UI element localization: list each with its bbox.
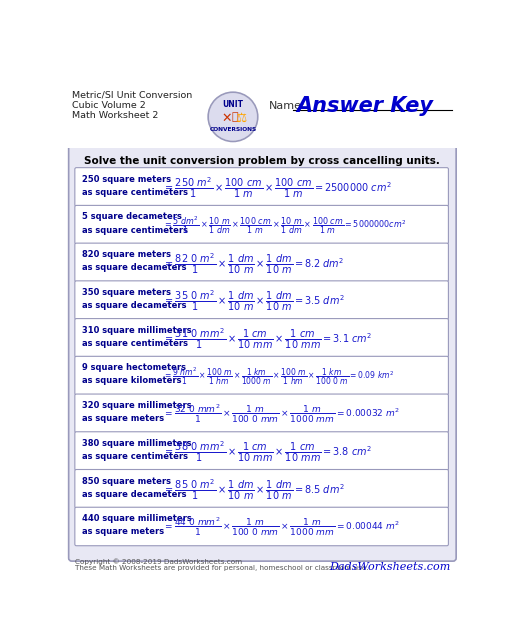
FancyBboxPatch shape — [64, 77, 461, 148]
FancyBboxPatch shape — [75, 432, 449, 470]
Text: Name:: Name: — [269, 101, 306, 111]
Text: $= \dfrac{250\ m^2}{1} \times \dfrac{100\ cm}{1\ m} \times \dfrac{100\ cm}{1\ m}: $= \dfrac{250\ m^2}{1} \times \dfrac{100… — [163, 175, 392, 200]
Text: $= \dfrac{44\ 0\ mm^2}{1} \times \dfrac{1\ m}{100\ 0\ mm} \times \dfrac{1\ m}{10: $= \dfrac{44\ 0\ mm^2}{1} \times \dfrac{… — [163, 516, 400, 538]
Text: as square decameters: as square decameters — [82, 301, 186, 310]
Text: $= \dfrac{82\ 0\ m^2}{1} \times \dfrac{1\ dm}{10\ m} \times \dfrac{1\ dm}{10\ m}: $= \dfrac{82\ 0\ m^2}{1} \times \dfrac{1… — [163, 251, 345, 276]
Text: UNIT: UNIT — [222, 100, 243, 109]
Text: as square decameters: as square decameters — [82, 490, 186, 499]
Text: 850 square meters: 850 square meters — [82, 477, 171, 486]
FancyBboxPatch shape — [75, 205, 449, 244]
Text: Metric/SI Unit Conversion: Metric/SI Unit Conversion — [72, 91, 192, 100]
Text: 250 square meters: 250 square meters — [82, 175, 171, 184]
FancyBboxPatch shape — [75, 319, 449, 357]
Text: 440 square millimeters: 440 square millimeters — [82, 515, 191, 524]
Circle shape — [209, 93, 257, 141]
FancyBboxPatch shape — [69, 145, 456, 561]
Text: $= \dfrac{35\ 0\ m^2}{1} \times \dfrac{1\ dm}{10\ m} \times \dfrac{1\ dm}{10\ m}: $= \dfrac{35\ 0\ m^2}{1} \times \dfrac{1… — [163, 289, 345, 314]
Text: ✕: ✕ — [222, 112, 232, 125]
Text: as square meters: as square meters — [82, 527, 164, 536]
Text: as square centimeters: as square centimeters — [82, 452, 188, 461]
FancyBboxPatch shape — [75, 168, 449, 206]
Text: 𝐗: 𝐗 — [232, 112, 239, 122]
FancyBboxPatch shape — [75, 281, 449, 319]
FancyBboxPatch shape — [75, 394, 449, 433]
Text: as square centimeters: as square centimeters — [82, 188, 188, 196]
Text: 320 square millimeters: 320 square millimeters — [82, 401, 191, 410]
Text: $= \dfrac{85\ 0\ m^2}{1} \times \dfrac{1\ dm}{10\ m} \times \dfrac{1\ dm}{10\ m}: $= \dfrac{85\ 0\ m^2}{1} \times \dfrac{1… — [163, 477, 345, 502]
Text: $= \dfrac{31\ 0\ mm^2}{1} \times \dfrac{1\ cm}{10\ mm} \times \dfrac{1\ cm}{10\ : $= \dfrac{31\ 0\ mm^2}{1} \times \dfrac{… — [163, 326, 373, 351]
Text: ⚖: ⚖ — [235, 112, 246, 125]
Text: 820 square meters: 820 square meters — [82, 250, 171, 259]
Text: Math Worksheet 2: Math Worksheet 2 — [72, 111, 158, 120]
Text: Solve the unit conversion problem by cross cancelling units.: Solve the unit conversion problem by cro… — [84, 156, 440, 166]
Text: as square centimeters: as square centimeters — [82, 339, 188, 348]
Text: as square kilometers: as square kilometers — [82, 376, 181, 385]
Text: $= \dfrac{9\ hm^2}{1} \times \dfrac{100\ m}{1\ hm} \times \dfrac{1\ km}{1000\ m}: $= \dfrac{9\ hm^2}{1} \times \dfrac{100\… — [163, 365, 394, 387]
Text: 5 square decameters: 5 square decameters — [82, 212, 182, 221]
Text: 310 square millimeters: 310 square millimeters — [82, 326, 191, 335]
Text: These Math Worksheets are provided for personal, homeschool or classroom use.: These Math Worksheets are provided for p… — [75, 565, 369, 571]
Text: as square meters: as square meters — [82, 414, 164, 423]
Text: Cubic Volume 2: Cubic Volume 2 — [72, 100, 145, 109]
Text: 380 square millimeters: 380 square millimeters — [82, 439, 191, 448]
FancyBboxPatch shape — [75, 508, 449, 546]
Text: as square centimeters: as square centimeters — [82, 225, 188, 234]
FancyBboxPatch shape — [75, 356, 449, 395]
FancyBboxPatch shape — [75, 243, 449, 282]
Text: $= \dfrac{38\ 0\ mm^2}{1} \times \dfrac{1\ cm}{10\ mm} \times \dfrac{1\ cm}{10\ : $= \dfrac{38\ 0\ mm^2}{1} \times \dfrac{… — [163, 440, 372, 464]
Text: $= \dfrac{5\ dm^2}{1} \times \dfrac{10\ m}{1\ dm} \times \dfrac{100\ cm}{1\ m} \: $= \dfrac{5\ dm^2}{1} \times \dfrac{10\ … — [163, 214, 407, 236]
Text: DadsWorksheets.com: DadsWorksheets.com — [329, 562, 450, 572]
Text: Answer Key: Answer Key — [296, 96, 434, 116]
Text: CONVERSIONS: CONVERSIONS — [209, 127, 257, 132]
FancyBboxPatch shape — [75, 470, 449, 508]
Text: Copyright © 2008-2019 DadsWorksheets.com: Copyright © 2008-2019 DadsWorksheets.com — [75, 559, 242, 566]
Text: 350 square meters: 350 square meters — [82, 288, 171, 297]
Text: 9 square hectometers: 9 square hectometers — [82, 364, 186, 372]
Text: as square decameters: as square decameters — [82, 263, 186, 272]
Text: $= \dfrac{32\ 0\ mm^2}{1} \times \dfrac{1\ m}{100\ 0\ mm} \times \dfrac{1\ m}{10: $= \dfrac{32\ 0\ mm^2}{1} \times \dfrac{… — [163, 403, 400, 425]
